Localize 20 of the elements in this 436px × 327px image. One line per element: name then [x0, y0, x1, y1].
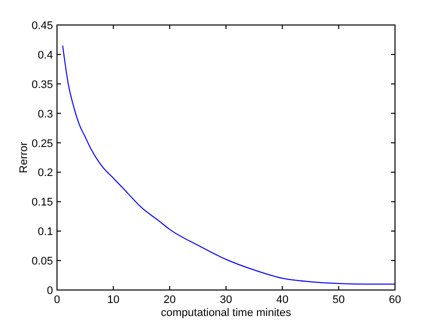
y-tick-label: 0.25: [32, 138, 53, 150]
y-tick-label: 0.4: [38, 49, 53, 62]
x-tick-label: 50: [332, 294, 345, 306]
y-tick-label: 0.15: [32, 196, 53, 209]
y-tick-label: 0.3: [38, 108, 53, 120]
x-axis-title: computational time minites: [160, 307, 292, 319]
x-tick-label: 40: [276, 294, 288, 306]
y-tick-label: 0: [46, 285, 53, 297]
line-series: [62, 45, 396, 285]
y-axis-title: Rerror: [18, 142, 30, 174]
y-tick-label: 0.35: [32, 78, 53, 91]
y-tick-label: 0.05: [32, 256, 53, 268]
y-tick-label: 0.1: [38, 226, 53, 238]
y-tick-label: 0.2: [38, 167, 53, 180]
x-tick-label: 60: [388, 294, 402, 306]
x-tick-label: 10: [107, 294, 120, 306]
y-tick-label: 0.45: [32, 20, 53, 32]
x-tick-label: 0: [54, 294, 60, 306]
x-tick-label: 20: [164, 294, 176, 306]
x-tick-label: 30: [220, 294, 232, 306]
